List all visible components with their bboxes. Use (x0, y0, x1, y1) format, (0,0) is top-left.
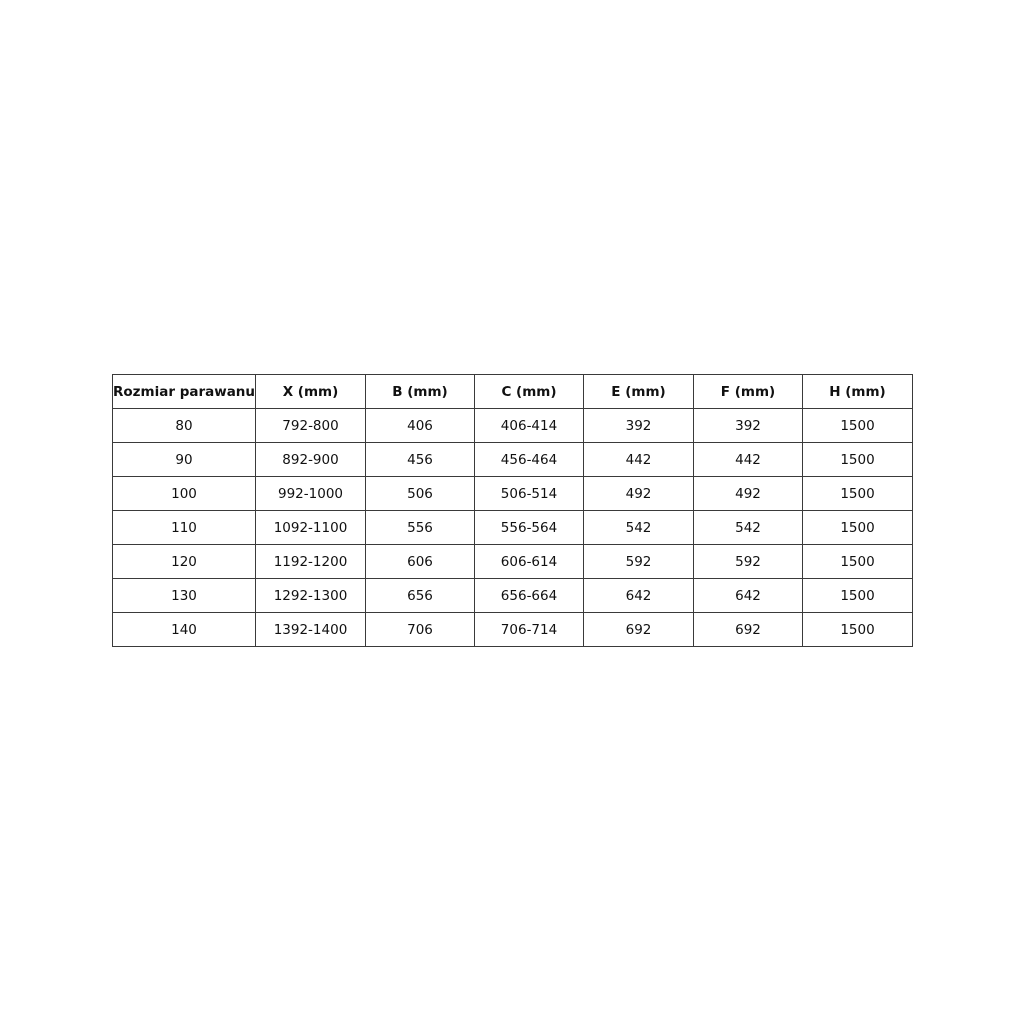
table-cell: 442 (693, 442, 803, 477)
column-header: E (mm) (583, 374, 694, 409)
table-cell: 706 (365, 612, 475, 647)
table-cell: 392 (693, 408, 803, 443)
table-body: 80 792-800 406 406-414 392 392 1500 90 892-900 45… (112, 408, 913, 647)
table-cell: 1500 (802, 544, 913, 579)
table-cell: 542 (693, 510, 803, 545)
table-row: 90 892-900 456 456-464 442 442 1500 (112, 442, 913, 477)
table-cell: 692 (693, 612, 803, 647)
table-row: 100 992-1000 506 506-514 492 492 1500 (112, 476, 913, 511)
table-cell: 1500 (802, 578, 913, 613)
table-cell: 592 (583, 544, 694, 579)
table-cell: 140 (112, 612, 256, 647)
table-cell: 642 (693, 578, 803, 613)
table-cell: 706-714 (474, 612, 584, 647)
table-cell: 1500 (802, 442, 913, 477)
table-cell: 492 (583, 476, 694, 511)
column-header: C (mm) (474, 374, 584, 409)
table-cell: 606-614 (474, 544, 584, 579)
table-cell: 606 (365, 544, 475, 579)
table-cell: 506 (365, 476, 475, 511)
table-cell: 90 (112, 442, 256, 477)
table-cell: 406-414 (474, 408, 584, 443)
table-cell: 692 (583, 612, 694, 647)
table-cell: 456 (365, 442, 475, 477)
table-cell: 1392-1400 (255, 612, 366, 647)
dimensions-table: Rozmiar parawanu X (mm) B (mm) C (mm) E (mm)… (112, 374, 913, 647)
table-cell: 456-464 (474, 442, 584, 477)
table-cell: 1192-1200 (255, 544, 366, 579)
column-header: F (mm) (693, 374, 803, 409)
column-header: X (mm) (255, 374, 366, 409)
table-cell: 442 (583, 442, 694, 477)
table-cell: 100 (112, 476, 256, 511)
table-cell: 556 (365, 510, 475, 545)
table-cell: 1500 (802, 510, 913, 545)
table-cell: 392 (583, 408, 694, 443)
column-header: H (mm) (802, 374, 913, 409)
table-row: 140 1392-1400 706 706-714 692 692 1500 (112, 612, 913, 647)
table-cell: 1500 (802, 476, 913, 511)
table-cell: 130 (112, 578, 256, 613)
table-cell: 492 (693, 476, 803, 511)
table-cell: 1500 (802, 408, 913, 443)
table-row: 110 1092-1100 556 556-564 542 542 1500 (112, 510, 913, 545)
table-cell: 792-800 (255, 408, 366, 443)
table-cell: 80 (112, 408, 256, 443)
table-cell: 1500 (802, 612, 913, 647)
column-header: Rozmiar parawanu (112, 374, 256, 409)
table-cell: 1292-1300 (255, 578, 366, 613)
table-cell: 120 (112, 544, 256, 579)
table-cell: 656-664 (474, 578, 584, 613)
table-cell: 542 (583, 510, 694, 545)
table-row: 130 1292-1300 656 656-664 642 642 1500 (112, 578, 913, 613)
table-cell: 992-1000 (255, 476, 366, 511)
table-cell: 406 (365, 408, 475, 443)
table-cell: 1092-1100 (255, 510, 366, 545)
column-header: B (mm) (365, 374, 475, 409)
table-cell: 892-900 (255, 442, 366, 477)
table-row: 80 792-800 406 406-414 392 392 1500 (112, 408, 913, 443)
table-cell: 110 (112, 510, 256, 545)
table-cell: 556-564 (474, 510, 584, 545)
header-row: Rozmiar parawanu X (mm) B (mm) C (mm) E (mm)… (112, 374, 913, 409)
table-cell: 506-514 (474, 476, 584, 511)
table-cell: 642 (583, 578, 694, 613)
table-cell: 592 (693, 544, 803, 579)
table-row: 120 1192-1200 606 606-614 592 592 1500 (112, 544, 913, 579)
table-cell: 656 (365, 578, 475, 613)
